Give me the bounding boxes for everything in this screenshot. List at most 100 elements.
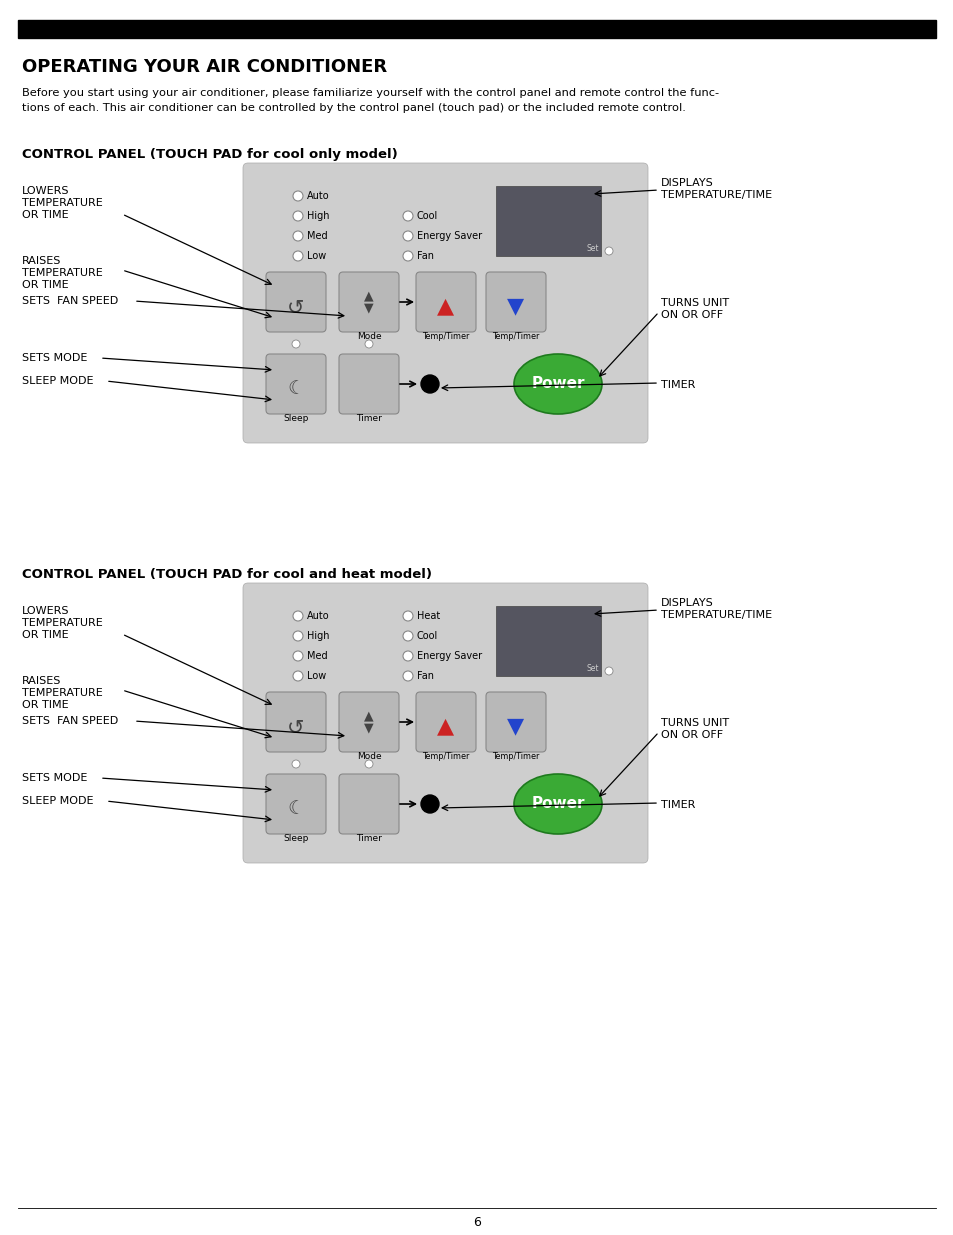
Text: Med: Med [307,651,327,661]
Circle shape [293,231,303,241]
Text: ▲: ▲ [364,709,374,722]
Text: Sleep: Sleep [283,834,309,844]
Text: TIMER: TIMER [660,800,695,810]
Text: Heat: Heat [416,611,439,621]
Text: Sleep: Sleep [283,414,309,424]
Bar [496,186,600,256]
Text: TEMPERATURE: TEMPERATURE [22,198,103,207]
Text: tions of each. This air conditioner can be controlled by the control panel (touc: tions of each. This air conditioner can … [22,103,685,112]
Circle shape [402,631,413,641]
Text: DISPLAYS: DISPLAYS [660,598,713,608]
Text: Low: Low [307,671,326,680]
Ellipse shape [514,774,601,834]
Text: Timer: Timer [355,834,381,844]
Text: TURNS UNIT: TURNS UNIT [660,718,728,727]
FancyBboxPatch shape [266,774,326,834]
Bar [18,20,935,38]
Text: ☾: ☾ [287,799,304,819]
Text: TURNS UNIT: TURNS UNIT [660,298,728,308]
Text: Fan: Fan [416,671,434,680]
FancyBboxPatch shape [338,272,398,332]
Text: ▼: ▼ [507,716,524,736]
Text: ▼: ▼ [507,296,524,316]
Text: OR TIME: OR TIME [22,630,69,640]
Text: OPERATING YOUR AIR CONDITIONER: OPERATING YOUR AIR CONDITIONER [22,58,387,77]
Text: Energy Saver: Energy Saver [416,651,481,661]
Circle shape [293,211,303,221]
Text: Power: Power [531,377,584,391]
Text: Power: Power [531,797,584,811]
Text: ↺: ↺ [287,718,304,737]
Text: Cool: Cool [416,631,437,641]
Text: Mode: Mode [356,332,381,341]
FancyBboxPatch shape [266,354,326,414]
Text: TEMPERATURE/TIME: TEMPERATURE/TIME [660,610,771,620]
Text: Temp/Timer: Temp/Timer [492,332,539,341]
Circle shape [402,651,413,661]
Circle shape [402,671,413,680]
Circle shape [365,340,373,348]
Text: Auto: Auto [307,611,330,621]
Text: LOWERS: LOWERS [22,606,70,616]
Text: SETS MODE: SETS MODE [22,773,88,783]
Text: RAISES: RAISES [22,256,61,266]
Text: Temp/Timer: Temp/Timer [492,752,539,761]
Text: Temp/Timer: Temp/Timer [422,752,469,761]
FancyBboxPatch shape [243,583,647,863]
Circle shape [293,191,303,201]
FancyBboxPatch shape [338,692,398,752]
FancyBboxPatch shape [266,692,326,752]
Text: CONTROL PANEL (TOUCH PAD for cool only model): CONTROL PANEL (TOUCH PAD for cool only m… [22,148,397,161]
Circle shape [420,795,438,813]
Text: Timer: Timer [355,414,381,424]
Text: ▲: ▲ [437,296,454,316]
FancyBboxPatch shape [416,692,476,752]
Text: Before you start using your air conditioner, please familiarize yourself with th: Before you start using your air conditio… [22,88,719,98]
Circle shape [293,671,303,680]
Bar [496,606,600,676]
Text: ▼: ▼ [364,301,374,315]
Text: CONTROL PANEL (TOUCH PAD for cool and heat model): CONTROL PANEL (TOUCH PAD for cool and he… [22,568,432,580]
Text: Fan: Fan [416,251,434,261]
Text: ON OR OFF: ON OR OFF [660,730,722,740]
Circle shape [604,247,613,254]
Circle shape [402,251,413,261]
Text: ↺: ↺ [287,296,304,317]
Circle shape [604,667,613,676]
Text: ▲: ▲ [437,716,454,736]
Text: Mode: Mode [356,752,381,761]
Circle shape [292,760,299,768]
Circle shape [402,611,413,621]
Text: High: High [307,631,329,641]
FancyBboxPatch shape [338,774,398,834]
Text: ▼: ▼ [364,721,374,735]
Text: SLEEP MODE: SLEEP MODE [22,797,93,806]
Text: LOWERS: LOWERS [22,186,70,196]
Circle shape [293,251,303,261]
Circle shape [293,611,303,621]
Text: DISPLAYS: DISPLAYS [660,178,713,188]
Text: ☾: ☾ [287,379,304,399]
Text: TIMER: TIMER [660,380,695,390]
FancyBboxPatch shape [485,692,545,752]
Circle shape [402,231,413,241]
FancyBboxPatch shape [485,272,545,332]
FancyBboxPatch shape [338,354,398,414]
Text: TEMPERATURE: TEMPERATURE [22,618,103,629]
Circle shape [293,651,303,661]
Text: OR TIME: OR TIME [22,280,69,290]
Text: TEMPERATURE/TIME: TEMPERATURE/TIME [660,190,771,200]
Text: Energy Saver: Energy Saver [416,231,481,241]
Text: ▲: ▲ [364,289,374,303]
Text: Set: Set [586,664,598,673]
Circle shape [292,340,299,348]
Text: SLEEP MODE: SLEEP MODE [22,375,93,387]
Text: TEMPERATURE: TEMPERATURE [22,268,103,278]
Text: OR TIME: OR TIME [22,210,69,220]
Text: OR TIME: OR TIME [22,700,69,710]
Text: 6: 6 [473,1215,480,1229]
Text: Set: Set [586,245,598,253]
Text: Low: Low [307,251,326,261]
Text: Auto: Auto [307,191,330,201]
Text: SETS  FAN SPEED: SETS FAN SPEED [22,716,118,726]
